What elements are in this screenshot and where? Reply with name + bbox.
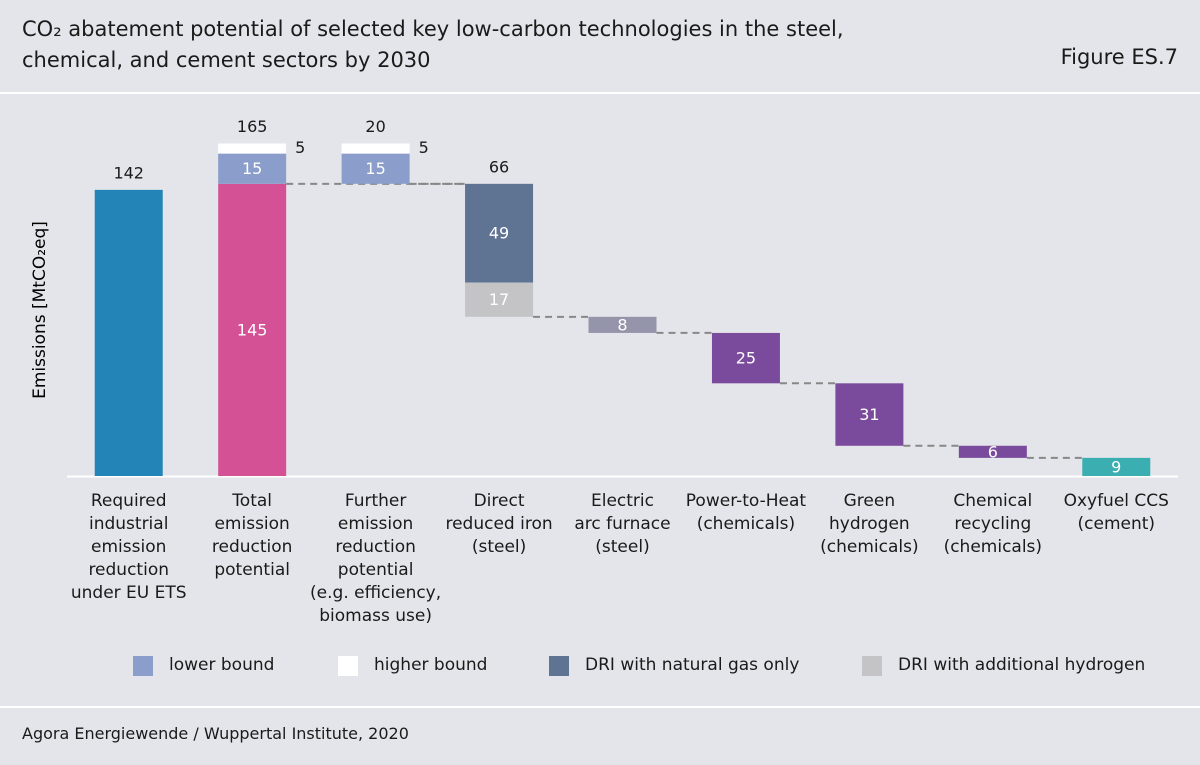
legend-label: DRI with natural gas only — [585, 655, 800, 675]
value-label: 15 — [365, 159, 385, 178]
bar-segment — [465, 183, 534, 283]
value-label: 25 — [736, 349, 756, 368]
value-label: 17 — [489, 290, 509, 309]
bar-segment — [218, 153, 287, 184]
value-label: 6 — [988, 442, 998, 461]
x-tick-label: Required industrial emission reduction u… — [70, 491, 187, 603]
total-label: 66 — [489, 157, 509, 176]
legend-swatch — [549, 656, 569, 676]
value-label: 5 — [295, 138, 305, 157]
bar-segment — [711, 332, 780, 384]
legend-swatch — [133, 656, 153, 676]
x-tick-label: Chemical recycling (chemicals) — [943, 491, 1043, 557]
legend-label: higher bound — [374, 655, 488, 675]
value-label: 9 — [1111, 457, 1121, 476]
value-label: 8 — [617, 315, 627, 334]
legend-swatch — [338, 656, 358, 676]
x-tick-label: Further emission reduction potential (e.… — [310, 491, 442, 626]
value-label: 5 — [419, 138, 429, 157]
bar-segment — [218, 143, 287, 154]
legend-label: lower bound — [169, 655, 275, 675]
total-label: 142 — [113, 163, 144, 182]
legend-swatch — [862, 656, 882, 676]
legend-label: DRI with additional hydrogen — [898, 655, 1146, 675]
bar-segment — [341, 143, 410, 154]
value-label: 31 — [859, 405, 879, 424]
source: Agora Energiewende / Wuppertal Institute… — [22, 724, 409, 743]
bar-segment — [1082, 457, 1151, 476]
divider — [0, 706, 1200, 708]
y-axis-label: Emissions [MtCO₂eq] — [30, 221, 50, 399]
bar-segment — [341, 153, 410, 184]
bar-segment — [835, 383, 904, 446]
bar-segment — [958, 445, 1027, 458]
x-tick-label: Green hydrogen (chemicals) — [820, 491, 919, 557]
x-tick-label: Direct reduced iron (steel) — [445, 491, 553, 557]
x-tick-label: Power-to-Heat (chemicals) — [685, 491, 807, 534]
x-tick-label: Oxyfuel CCS (cement) — [1063, 491, 1169, 534]
bar-segment — [588, 316, 657, 333]
bar-segment — [218, 183, 287, 476]
value-label: 49 — [489, 224, 509, 243]
value-label: 145 — [237, 320, 268, 339]
figure-label: Figure ES.7 — [1060, 45, 1178, 69]
x-tick-label: Electric arc furnace (steel) — [574, 491, 671, 557]
value-label: 15 — [242, 159, 262, 178]
x-tick-label: Total emission reduction potential — [211, 491, 293, 580]
total-label: 165 — [237, 117, 268, 136]
bar-segment — [94, 189, 163, 476]
chart-title: CO₂ abatement potential of selected key … — [22, 17, 844, 72]
total-label: 20 — [365, 117, 385, 136]
divider — [0, 92, 1200, 94]
bar-segment — [465, 282, 534, 317]
